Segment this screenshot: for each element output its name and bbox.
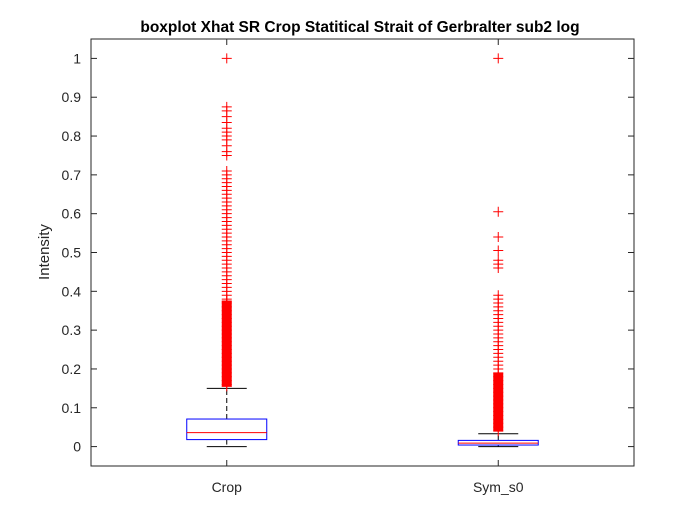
axes-frame (90, 38, 635, 467)
outlier-marker (493, 53, 504, 64)
outlier-dense-band (493, 372, 504, 432)
y-tick-label: 0 (73, 439, 81, 455)
y-tick-label: 0.7 (62, 167, 82, 183)
y-tick-label: 0.4 (62, 283, 82, 299)
outlier-marker (493, 245, 504, 256)
y-tick-label: 0.9 (62, 89, 82, 105)
outlier-marker (221, 53, 232, 64)
boxes-group (186, 53, 539, 448)
y-tick-label: 0.5 (62, 245, 82, 261)
y-tick-label: 0.8 (62, 128, 82, 144)
outlier-marker (221, 150, 232, 161)
y-axis: 0 0.1 0.2 0.3 0.4 0.5 0.6 0.7 0.8 0.9 1 (62, 50, 634, 455)
x-axis: Crop Sym_s0 (212, 39, 524, 495)
chart-title: boxplot Xhat SR Crop Statitical Strait o… (140, 19, 579, 36)
y-tick-label: 0.3 (62, 322, 82, 338)
iqr-box (186, 418, 268, 441)
outlier-marker (493, 263, 504, 274)
y-tick-label: 0.1 (62, 400, 82, 416)
outlier-marker (493, 231, 504, 242)
x-tick-label: Sym_s0 (473, 479, 524, 495)
box-crop (186, 53, 268, 448)
outliers (221, 53, 232, 392)
outlier-dense-band (221, 301, 232, 387)
y-tick-label: 1 (73, 50, 81, 66)
box-sym-s0 (457, 53, 539, 448)
y-tick-label: 0.6 (62, 206, 82, 222)
outlier-marker (493, 206, 504, 217)
y-tick-label: 0.2 (62, 361, 82, 377)
y-axis-label: Intensity (36, 224, 53, 280)
outliers (493, 53, 504, 437)
x-tick-label: Crop (212, 479, 243, 495)
